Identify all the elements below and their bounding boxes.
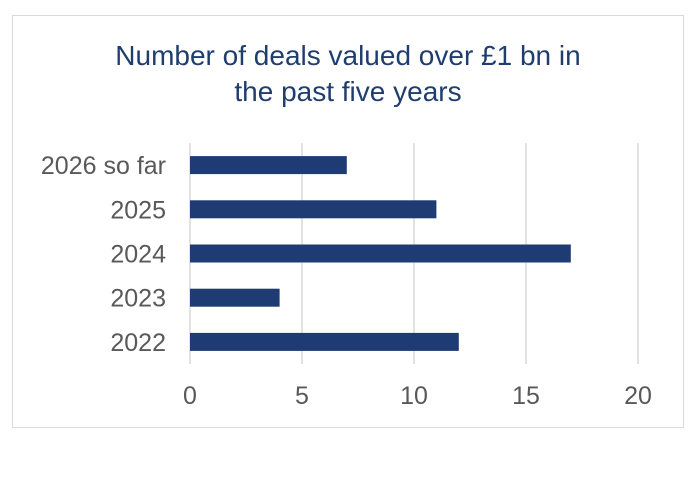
bar-2022: [190, 332, 459, 351]
chart-title: Number of deals valued over £1 bn in the…: [12, 38, 684, 110]
category-label-2025: 2025: [110, 196, 166, 224]
chart-frame: [12, 15, 684, 428]
x-tick-label-10: 10: [400, 382, 428, 410]
category-label-2022: 2022: [110, 329, 166, 357]
bar-2025: [190, 200, 437, 219]
category-label-2026-so-far: 2026 so far: [41, 152, 166, 180]
x-tick-labels: 0 5 10 15 20: [183, 382, 652, 410]
x-tick-label-0: 0: [183, 382, 197, 410]
category-labels: 2026 so far 2025 2024 2023 2022: [41, 152, 166, 357]
category-label-2024: 2024: [110, 241, 166, 269]
bars: [190, 156, 571, 351]
x-tick-label-5: 5: [295, 382, 309, 410]
bar-2023: [190, 288, 280, 307]
x-tick-label-15: 15: [512, 382, 540, 410]
chart-title-line-1: Number of deals valued over £1 bn in: [115, 40, 581, 71]
bar-2024: [190, 244, 571, 263]
x-tick-label-20: 20: [624, 382, 652, 410]
chart-title-line-2: the past five years: [234, 76, 462, 107]
category-label-2023: 2023: [110, 285, 166, 313]
bar-2026-so-far: [190, 156, 347, 175]
